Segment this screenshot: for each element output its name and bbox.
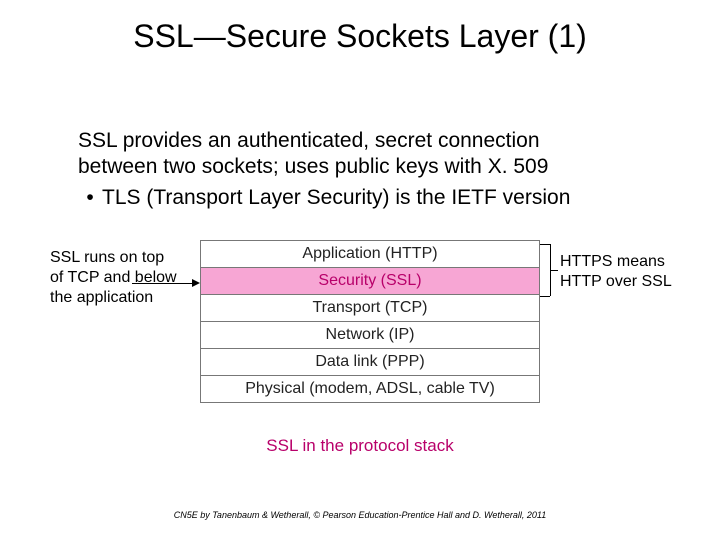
bullet-row: •TLS (Transport Layer Security) is the I…: [78, 185, 638, 211]
stack-layer-1: Security (SSL): [200, 267, 540, 294]
arrow-head-icon: [192, 279, 200, 287]
protocol-stack: Application (HTTP)Security (SSL)Transpor…: [200, 240, 540, 403]
right-annotation: HTTPS means HTTP over SSL: [560, 252, 700, 292]
slide: SSL—Secure Sockets Layer (1) SSL provide…: [0, 0, 720, 540]
stack-layer-3: Network (IP): [200, 321, 540, 348]
bullet-dot-icon: •: [78, 185, 102, 211]
stack-layer-4: Data link (PPP): [200, 348, 540, 375]
stack-caption: SSL in the protocol stack: [0, 436, 720, 456]
stack-layer-5: Physical (modem, ADSL, cable TV): [200, 375, 540, 403]
arrow-line: [132, 283, 192, 284]
left-annotation: SSL runs on top of TCP and below the app…: [50, 248, 180, 308]
bracket-bottom: [540, 296, 550, 297]
body-text: SSL provides an authenticated, secret co…: [78, 128, 638, 211]
footer-credit: CN5E by Tanenbaum & Wetherall, © Pearson…: [0, 510, 720, 520]
intro-line-1: SSL provides an authenticated, secret co…: [78, 128, 638, 154]
stack-layer-2: Transport (TCP): [200, 294, 540, 321]
bracket-tick: [550, 270, 558, 271]
intro-line-2: between two sockets; uses public keys wi…: [78, 154, 638, 180]
bullet-text: TLS (Transport Layer Security) is the IE…: [102, 185, 570, 211]
stack-layer-0: Application (HTTP): [200, 240, 540, 267]
slide-title: SSL—Secure Sockets Layer (1): [0, 18, 720, 55]
bracket-top: [540, 244, 550, 245]
